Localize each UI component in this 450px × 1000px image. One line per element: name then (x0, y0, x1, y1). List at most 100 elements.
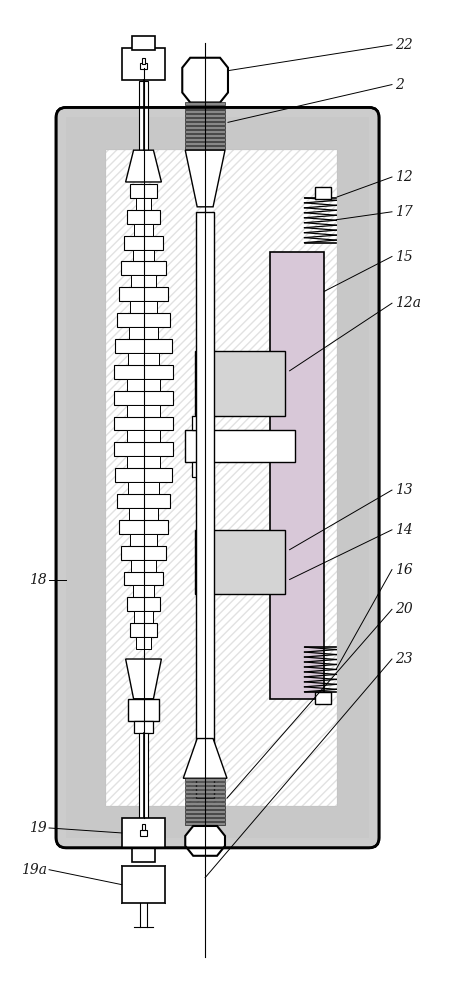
Polygon shape (185, 150, 225, 207)
Bar (185, 102, 225, 105)
Bar (134, 611, 153, 623)
Bar (185, 782, 225, 785)
Bar (134, 721, 153, 733)
Bar (106, 150, 338, 806)
Bar (128, 699, 159, 721)
Bar (117, 313, 170, 327)
Text: 12: 12 (395, 170, 413, 184)
Bar (185, 814, 225, 817)
Polygon shape (182, 58, 228, 102)
Bar (117, 494, 170, 508)
Bar (134, 224, 153, 236)
Bar (185, 806, 225, 809)
Bar (185, 106, 225, 109)
Bar (130, 301, 157, 313)
Bar (315, 692, 331, 704)
Bar (121, 261, 166, 275)
Bar (122, 866, 165, 903)
Bar (127, 430, 160, 442)
Text: 20: 20 (395, 602, 413, 616)
Bar (139, 81, 148, 150)
Polygon shape (126, 150, 162, 182)
Bar (119, 287, 168, 301)
Bar (106, 150, 338, 806)
Bar (315, 187, 331, 199)
Bar (185, 802, 225, 805)
Polygon shape (185, 826, 225, 856)
Bar (114, 365, 173, 379)
Bar (185, 822, 225, 825)
Bar (131, 36, 155, 50)
Bar (185, 134, 225, 137)
Bar (185, 790, 225, 793)
Bar (185, 786, 225, 789)
Bar (127, 456, 160, 468)
Bar (127, 379, 160, 391)
Text: 23: 23 (395, 652, 413, 666)
Bar (185, 798, 225, 801)
Bar (195, 530, 285, 594)
Bar (130, 534, 157, 546)
Text: 22: 22 (395, 38, 413, 52)
Bar (185, 110, 225, 113)
Bar (131, 275, 156, 287)
Bar (185, 138, 225, 141)
Bar (106, 150, 338, 806)
Bar (136, 637, 151, 649)
Text: 15: 15 (395, 250, 413, 264)
Bar (121, 546, 166, 560)
Bar (185, 794, 225, 797)
Bar (130, 623, 158, 637)
Bar (185, 122, 225, 125)
Text: 17: 17 (395, 205, 413, 219)
Bar (114, 417, 173, 430)
Bar (129, 327, 158, 339)
Bar (185, 778, 225, 781)
Bar (133, 585, 154, 597)
Bar (114, 391, 173, 405)
Bar (115, 468, 171, 482)
Bar (66, 117, 369, 838)
Bar (115, 339, 171, 353)
Bar (131, 848, 155, 862)
Bar (185, 430, 295, 462)
Bar (124, 236, 163, 250)
Bar (133, 250, 154, 261)
Bar (185, 118, 225, 121)
Text: 13: 13 (395, 483, 413, 497)
Bar (124, 572, 163, 585)
Bar (192, 416, 210, 430)
Bar (139, 733, 148, 820)
Bar (140, 63, 148, 69)
Bar (185, 810, 225, 813)
Bar (185, 818, 225, 821)
Bar (192, 462, 210, 477)
Bar (127, 405, 160, 417)
Bar (114, 442, 173, 456)
Bar (141, 824, 145, 830)
Bar (185, 146, 225, 149)
Bar (128, 353, 159, 365)
Polygon shape (183, 739, 227, 778)
Bar (122, 48, 165, 80)
Bar (136, 198, 151, 210)
Text: 14: 14 (395, 523, 413, 537)
Bar (185, 142, 225, 145)
Bar (270, 252, 324, 699)
Bar (185, 114, 225, 117)
Bar (141, 58, 145, 64)
Text: 19: 19 (29, 821, 47, 835)
Polygon shape (185, 150, 225, 210)
Text: 2: 2 (395, 78, 404, 92)
Bar (128, 482, 159, 494)
Text: 18: 18 (29, 573, 47, 587)
Polygon shape (126, 659, 162, 699)
Bar (131, 560, 156, 572)
Bar (130, 184, 158, 198)
Bar (196, 212, 214, 798)
Text: 16: 16 (395, 563, 413, 577)
Bar (129, 508, 158, 520)
Bar (195, 351, 285, 416)
Bar (119, 520, 168, 534)
Bar (126, 597, 160, 611)
